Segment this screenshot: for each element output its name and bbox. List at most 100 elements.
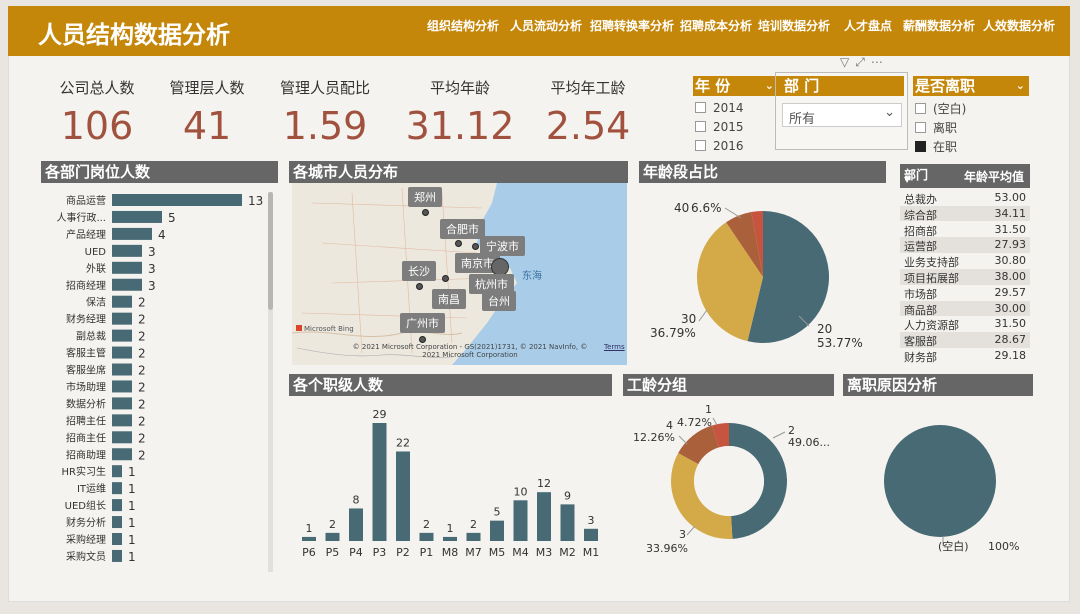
bar	[302, 536, 316, 541]
table-row[interactable]: 综合部 34.11	[900, 205, 1030, 222]
bar-value-label: 1	[128, 516, 136, 530]
bar-category-label: UED	[85, 247, 107, 258]
table-row[interactable]: 总裁办 53.00	[900, 190, 1030, 206]
table-row[interactable]: 项目拓展部 38.00	[900, 269, 1030, 285]
kpi-managers-value: 41	[182, 104, 232, 148]
visual-header-icons: ▽⤢⋯	[840, 55, 889, 70]
slice-percent: 49.06...	[788, 436, 830, 449]
year-slicer-header: 年 份 ⌄	[693, 76, 778, 96]
cell-avg-age: 27.93	[994, 238, 1027, 252]
year-option-label: 2015	[713, 120, 744, 134]
map-point-zhengzhou[interactable]	[422, 209, 429, 216]
nav-staff-flow[interactable]: 人员流动分析	[510, 19, 583, 33]
nav-training[interactable]: 培训数据分析	[758, 19, 831, 33]
nav-salary[interactable]: 薪酬数据分析	[903, 19, 976, 33]
sort-desc-icon[interactable]: ▼	[904, 175, 911, 184]
cell-dept: 人力资源部	[904, 319, 959, 333]
checkbox[interactable]	[695, 121, 706, 132]
resign-option-blank[interactable]: (空白)	[915, 100, 966, 117]
cell-dept: 招商部	[904, 224, 937, 238]
map-point-hefei[interactable]	[455, 240, 462, 247]
bar	[112, 346, 132, 359]
bar-value-label: 4	[158, 228, 166, 242]
year-option-2015[interactable]: 2015	[695, 120, 744, 134]
bar	[112, 278, 142, 291]
filter-icon[interactable]: ▽	[840, 55, 856, 69]
bar-category-label: 副总裁	[76, 330, 106, 343]
table-row[interactable]: 商品部 30.00	[900, 300, 1030, 317]
resign-option-active[interactable]: 在职	[915, 138, 957, 155]
bar	[112, 194, 242, 206]
column-header-avg-age[interactable]: 年龄平均值	[964, 170, 1025, 184]
table-row[interactable]: 业务支持部 30.80	[900, 253, 1030, 269]
chevron-down-icon[interactable]: ⌄	[764, 79, 774, 92]
nav-org-structure[interactable]: 组织结构分析	[427, 19, 500, 33]
pie-slice	[747, 211, 829, 343]
bar-value-label: 3	[148, 279, 156, 293]
bar-value-label: 22	[396, 436, 410, 449]
kpi-total-label: 公司总人数	[59, 79, 135, 97]
bar	[513, 500, 528, 541]
table-row[interactable]: 运营部 27.93	[900, 237, 1030, 253]
bar-category-label: P4	[349, 546, 363, 559]
map-background	[292, 183, 627, 365]
checkbox-checked[interactable]	[915, 141, 926, 152]
map-point-ningbo[interactable]	[472, 243, 479, 250]
city-map[interactable]: 郑州 合肥市 宁波市 南京市 长沙 杭州市 南昌 台州 广州市 东海 Micro…	[292, 183, 627, 365]
chevron-down-icon[interactable]: ⌄	[1015, 79, 1025, 92]
checkbox[interactable]	[695, 140, 706, 151]
nav-talent-review[interactable]: 人才盘点	[844, 19, 893, 33]
checkbox[interactable]	[695, 102, 706, 113]
table-row[interactable]: 招商部 31.50	[900, 222, 1030, 238]
bar	[112, 431, 132, 444]
kpi-ratio-label: 管理人员配比	[279, 79, 370, 97]
nav-recruit-conversion[interactable]: 招聘转换率分析	[590, 19, 675, 33]
bar	[584, 528, 598, 541]
kpi-age-value: 31.12	[405, 104, 515, 148]
bar-category-label: M8	[442, 546, 459, 559]
map-border-line	[292, 331, 463, 338]
table-row[interactable]: 客服部 28.67	[900, 332, 1030, 348]
bar-category-label: P1	[420, 546, 434, 559]
bar-category-label: 产品经理	[66, 228, 106, 241]
kpi-managers-label: 管理层人数	[169, 79, 245, 97]
focus-mode-icon[interactable]: ⤢	[855, 55, 871, 69]
bar-value-label: 2	[138, 313, 146, 327]
table-row[interactable]: 财务部 29.18	[900, 348, 1030, 364]
slice-label: 4	[666, 419, 673, 432]
nav-recruit-cost[interactable]: 招聘成本分析	[680, 19, 753, 33]
bar-value-label: 2	[138, 380, 146, 394]
checkbox[interactable]	[915, 103, 926, 114]
resign-option-left[interactable]: 离职	[915, 119, 957, 136]
bar-category-label: P5	[326, 546, 340, 559]
column-header-dept[interactable]: 部门	[904, 168, 929, 182]
resign-option-label: 离职	[933, 121, 958, 135]
map-point-changsha[interactable]	[416, 283, 423, 290]
scrollbar-track[interactable]	[268, 192, 273, 572]
more-options-icon[interactable]: ⋯	[870, 55, 889, 69]
bar-value-label: 1	[128, 533, 136, 547]
bar-value-label: 1	[128, 550, 136, 564]
kpi-total-value: 106	[60, 104, 134, 148]
scrollbar-thumb[interactable]	[268, 192, 273, 310]
nav-efficiency[interactable]: 人效数据分析	[983, 19, 1056, 33]
bar	[325, 532, 340, 541]
bar-value-label: 2	[138, 364, 146, 378]
map-point-guangzhou[interactable]	[419, 336, 426, 343]
bar-value-label: 29	[373, 408, 387, 421]
bar-value-label: 2	[138, 397, 146, 411]
dept-slicer-title: 部 门	[776, 76, 904, 96]
table-row[interactable]: 市场部 29.57	[900, 285, 1030, 301]
section-title-age-share: 年龄段占比	[639, 161, 886, 183]
bar-category-label: 招商助理	[66, 448, 106, 461]
map-point-nanchang[interactable]	[442, 275, 449, 282]
year-option-2014[interactable]: 2014	[695, 101, 744, 115]
bar	[490, 520, 504, 541]
bar-value-label: 1	[306, 522, 313, 535]
bar	[466, 532, 481, 541]
map-terms-link[interactable]: Terms	[604, 343, 625, 351]
checkbox[interactable]	[915, 122, 926, 133]
year-option-2016[interactable]: 2016	[695, 139, 744, 153]
table-row[interactable]: 人力资源部 31.50	[900, 316, 1030, 332]
dept-dropdown[interactable]: 所有 ⌄	[782, 103, 902, 127]
